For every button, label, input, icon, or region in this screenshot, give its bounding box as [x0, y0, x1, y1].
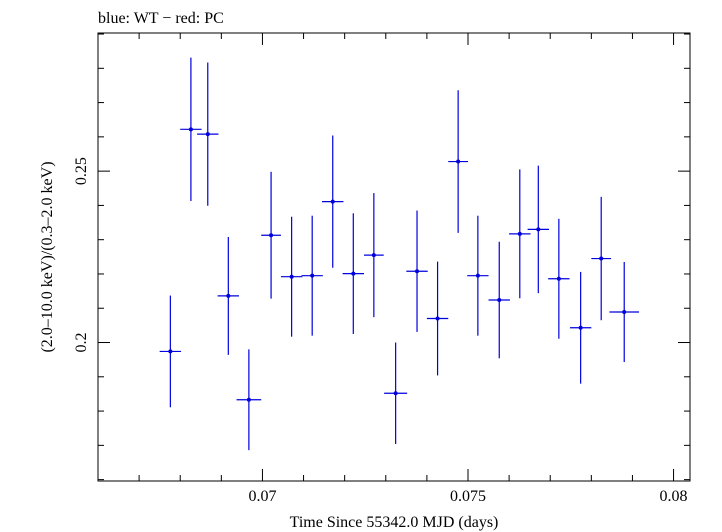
- point-marker: [599, 256, 604, 261]
- point-marker: [289, 274, 294, 279]
- data-point: [159, 295, 182, 408]
- point-marker: [269, 233, 274, 238]
- tick-labels: 0.07 0.075 0.08 0.2 0.25: [73, 157, 688, 505]
- data-point: [569, 271, 592, 384]
- point-marker: [435, 316, 440, 321]
- point-marker: [456, 159, 461, 164]
- data-point: [591, 196, 612, 321]
- data-point: [467, 215, 489, 336]
- data-point: [384, 342, 408, 444]
- point-marker: [188, 127, 193, 132]
- data-point: [280, 216, 303, 337]
- data-point: [609, 261, 640, 363]
- plot-frame: [97, 32, 691, 482]
- point-marker: [517, 231, 522, 236]
- data-point: [180, 57, 202, 201]
- data-point: [448, 90, 468, 233]
- point-marker: [497, 298, 502, 303]
- data-point: [322, 135, 344, 268]
- data-point: [406, 210, 428, 332]
- point-marker: [330, 199, 335, 204]
- data-point: [548, 218, 570, 339]
- x-tick-label: 0.07: [248, 488, 276, 505]
- y-axis-label: (2.0–10.0 keV)/(0.3–2.0 keV): [39, 161, 56, 352]
- point-marker: [205, 132, 210, 137]
- data-point: [509, 169, 531, 299]
- chart-title: blue: WT − red: PC: [98, 10, 224, 27]
- point-marker: [393, 391, 398, 396]
- data-point: [236, 349, 262, 451]
- data-points: [159, 57, 640, 451]
- data-point: [426, 261, 449, 376]
- point-marker: [415, 269, 420, 274]
- data-point: [342, 213, 364, 334]
- point-marker: [246, 397, 251, 402]
- data-point: [217, 236, 240, 355]
- y-tick-label: 0.25: [73, 157, 90, 185]
- point-marker: [351, 271, 356, 276]
- x-axis-label: Time Since 55342.0 MJD (days): [290, 514, 499, 531]
- y-tick-label: 0.2: [73, 333, 90, 353]
- data-point: [197, 62, 219, 206]
- point-marker: [622, 310, 627, 315]
- data-point: [261, 171, 281, 299]
- point-marker: [578, 325, 583, 330]
- data-point: [488, 241, 510, 359]
- data-point: [363, 193, 384, 318]
- point-marker: [371, 253, 376, 258]
- data-point: [301, 215, 323, 336]
- point-marker: [310, 273, 315, 278]
- x-tick-label: 0.075: [450, 488, 486, 505]
- point-marker: [536, 227, 541, 232]
- data-point: [527, 165, 549, 294]
- point-marker: [168, 349, 173, 354]
- x-tick-label: 0.08: [660, 488, 688, 505]
- point-marker: [556, 276, 561, 281]
- point-marker: [226, 293, 231, 298]
- point-marker: [475, 273, 480, 278]
- axis-ticks: [97, 33, 690, 481]
